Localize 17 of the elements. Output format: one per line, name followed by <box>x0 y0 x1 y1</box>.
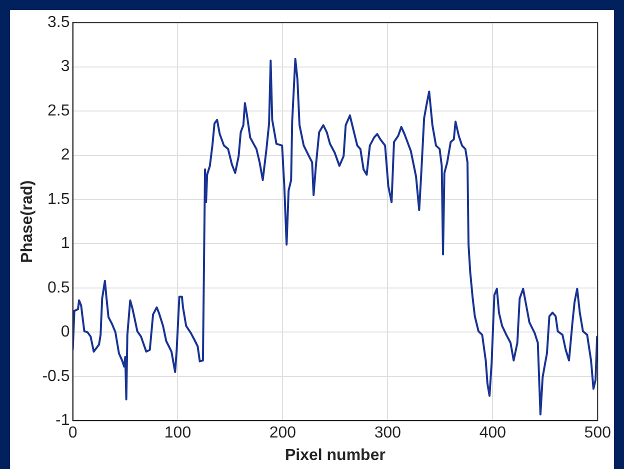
y-tick-label: 0 <box>60 324 70 341</box>
y-tick-label: 3.5 <box>48 14 70 32</box>
y-tick-label: -0.5 <box>42 368 70 385</box>
x-tick-label: 500 <box>584 424 612 442</box>
y-tick-label: -1 <box>56 412 70 430</box>
x-tick-label: 200 <box>269 424 296 442</box>
y-tick-label: 1.5 <box>48 190 70 208</box>
x-tick-label: 300 <box>374 424 402 442</box>
y-axis-title: Phase(rad) <box>19 180 36 263</box>
x-tick-label: 400 <box>479 424 506 442</box>
y-tick-label: 1 <box>60 235 70 252</box>
x-axis-title: Pixel number <box>284 446 386 464</box>
y-tick-label: 2.5 <box>48 102 70 120</box>
y-tick-label: 0.5 <box>48 279 70 296</box>
y-tick-label: 2 <box>60 146 70 164</box>
x-tick-label: 100 <box>164 424 192 442</box>
y-tick-label: 3 <box>60 58 70 76</box>
